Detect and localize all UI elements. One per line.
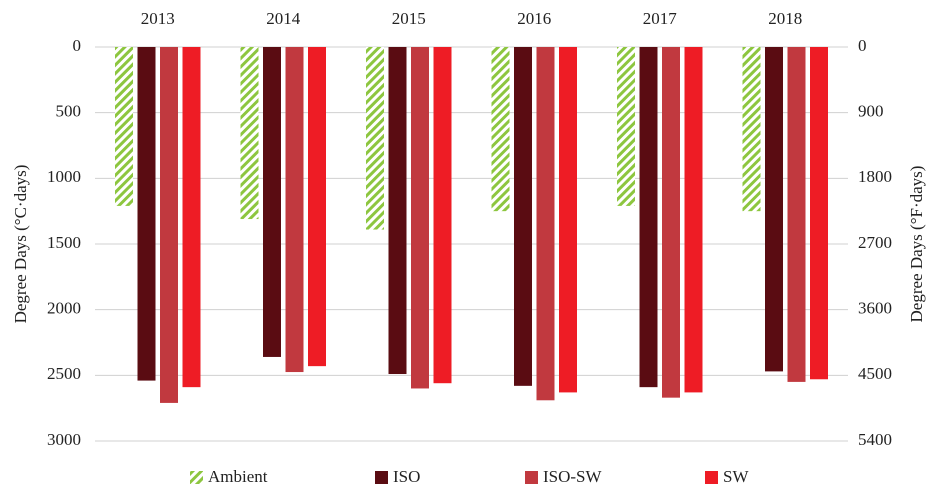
legend-label: SW xyxy=(723,467,749,486)
y-tick-label: 2000 xyxy=(47,299,81,318)
bar xyxy=(639,47,658,388)
bar xyxy=(263,47,281,357)
y2-tick-label: 1800 xyxy=(858,167,892,186)
bar xyxy=(617,47,635,206)
y-axis-label: Degree Days (°C·days) xyxy=(11,165,30,324)
bar xyxy=(559,47,577,393)
x-tick-label: 2015 xyxy=(392,9,426,28)
y-tick-label: 3000 xyxy=(47,430,81,449)
legend-label: Ambient xyxy=(208,467,268,486)
bar xyxy=(765,47,783,372)
y-tick-label: 0 xyxy=(73,36,82,55)
x-tick-label: 2014 xyxy=(266,9,301,28)
y-tick-label: 2500 xyxy=(47,364,81,383)
x-tick-label: 2016 xyxy=(517,9,551,28)
bar xyxy=(810,47,828,380)
y2-tick-label: 3600 xyxy=(858,299,892,318)
bar xyxy=(433,47,452,384)
legend-swatch xyxy=(375,471,388,484)
bar xyxy=(160,47,178,403)
legend-swatch xyxy=(525,471,538,484)
bar xyxy=(388,47,407,375)
y-tick-label: 500 xyxy=(56,102,82,121)
bar xyxy=(536,47,555,401)
bar xyxy=(411,47,429,389)
bar xyxy=(514,47,532,386)
y2-axis-label: Degree Days (°F·days) xyxy=(907,166,926,323)
y-tick-label: 1500 xyxy=(47,233,81,252)
y2-tick-label: 900 xyxy=(858,102,884,121)
bar xyxy=(684,47,703,393)
bar xyxy=(308,47,326,367)
bar xyxy=(366,47,384,230)
y2-tick-label: 4500 xyxy=(858,364,892,383)
x-tick-label: 2018 xyxy=(768,9,802,28)
y-tick-label: 1000 xyxy=(47,167,81,186)
bar xyxy=(137,47,156,381)
y2-tick-label: 5400 xyxy=(858,430,892,449)
bar xyxy=(115,47,133,206)
legend-label: ISO xyxy=(393,467,420,486)
bar xyxy=(662,47,680,398)
y2-tick-label: 0 xyxy=(858,36,867,55)
bar xyxy=(182,47,201,388)
legend-label: ISO-SW xyxy=(543,467,603,486)
bar xyxy=(787,47,806,382)
bar xyxy=(742,47,761,212)
x-tick-label: 2017 xyxy=(643,9,678,28)
legend-swatch xyxy=(190,471,203,484)
bar xyxy=(285,47,304,373)
bar xyxy=(240,47,259,220)
legend-swatch xyxy=(705,471,718,484)
x-tick-label: 2013 xyxy=(141,9,175,28)
bar xyxy=(491,47,510,212)
y2-tick-label: 2700 xyxy=(858,233,892,252)
